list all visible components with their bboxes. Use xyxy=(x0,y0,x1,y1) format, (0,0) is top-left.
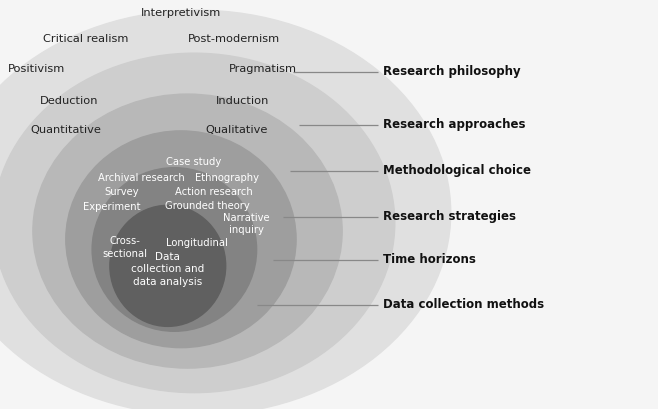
Text: Critical realism: Critical realism xyxy=(43,34,128,44)
Text: Induction: Induction xyxy=(215,97,269,106)
Text: Data collection methods: Data collection methods xyxy=(383,298,544,311)
Text: Case study: Case study xyxy=(166,157,222,166)
Ellipse shape xyxy=(0,53,395,393)
Text: Research philosophy: Research philosophy xyxy=(383,65,520,78)
Text: Cross-
sectional: Cross- sectional xyxy=(103,236,147,258)
Text: Action research: Action research xyxy=(175,187,253,197)
Text: Data
collection and
data analysis: Data collection and data analysis xyxy=(131,252,205,287)
Text: Pragmatism: Pragmatism xyxy=(229,64,297,74)
Text: Post-modernism: Post-modernism xyxy=(188,34,280,44)
Text: Interpretivism: Interpretivism xyxy=(141,8,221,18)
Text: Positivism: Positivism xyxy=(7,64,65,74)
Text: Methodological choice: Methodological choice xyxy=(383,164,531,178)
Ellipse shape xyxy=(0,10,451,409)
Text: Research approaches: Research approaches xyxy=(383,118,526,131)
Text: Quantitative: Quantitative xyxy=(30,125,101,135)
Text: Archival research: Archival research xyxy=(98,173,185,183)
Text: Narrative
inquiry: Narrative inquiry xyxy=(224,213,270,235)
Ellipse shape xyxy=(92,168,257,331)
Text: Survey: Survey xyxy=(105,187,139,197)
Text: Experiment: Experiment xyxy=(83,202,141,211)
Text: Grounded theory: Grounded theory xyxy=(165,201,249,211)
Text: Ethnography: Ethnography xyxy=(195,173,259,183)
Text: Longitudinal: Longitudinal xyxy=(166,238,228,248)
Ellipse shape xyxy=(33,94,342,368)
Text: Time horizons: Time horizons xyxy=(383,253,476,266)
Text: Research strategies: Research strategies xyxy=(383,210,516,223)
Ellipse shape xyxy=(110,205,226,326)
Text: Deduction: Deduction xyxy=(40,97,98,106)
Text: Qualitative: Qualitative xyxy=(206,125,268,135)
Ellipse shape xyxy=(66,131,296,348)
